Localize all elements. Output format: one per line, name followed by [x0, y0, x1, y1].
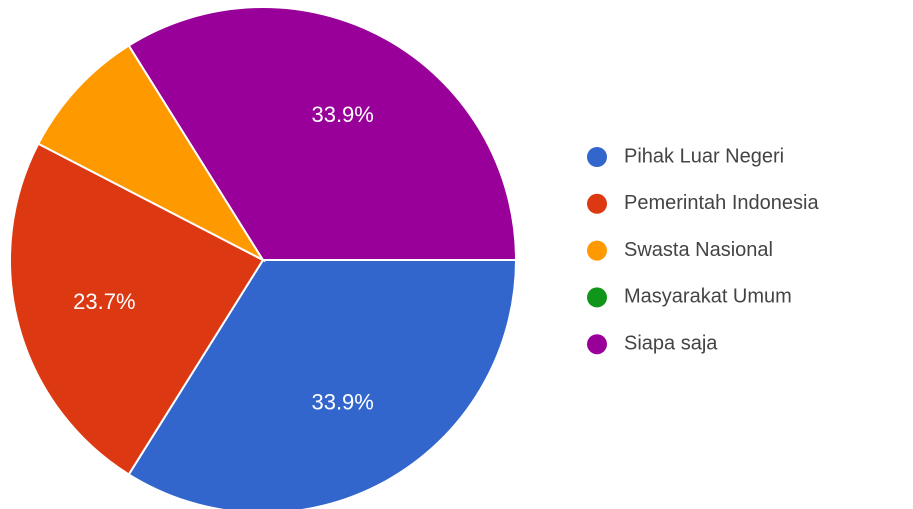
- pie-slice: [127, 6, 518, 261]
- legend-marker: [587, 334, 607, 355]
- pie-slice: [127, 259, 518, 509]
- pie-slice: [36, 44, 266, 263]
- legend-text: Masyarakat Umum: [624, 286, 792, 308]
- pie-slice: [9, 142, 265, 476]
- legend-marker: [587, 287, 607, 308]
- legend-marker: [587, 240, 607, 261]
- legend-marker: [587, 193, 607, 214]
- slice-label: 33.9%: [311, 102, 373, 127]
- legend-text: Pemerintah Indonesia: [624, 192, 819, 214]
- legend-marker: [587, 147, 607, 167]
- slice-label: 23.7%: [73, 289, 135, 314]
- legend-text: Swasta Nasional: [624, 239, 773, 261]
- legend-text: Siapa saja: [624, 332, 718, 354]
- slice-label: 33.9%: [311, 390, 373, 415]
- legend-text: Pihak Luar Negeri: [624, 145, 784, 167]
